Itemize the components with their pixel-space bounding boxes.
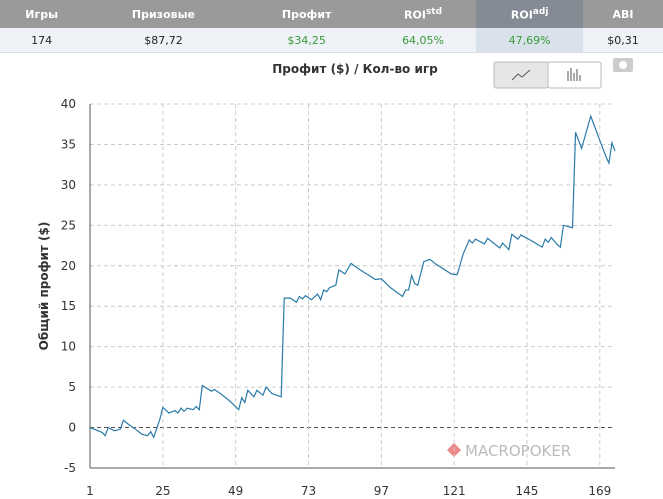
header-text: ABI	[612, 7, 634, 21]
y-tick-label: 0	[68, 421, 76, 435]
x-tick-label: 25	[155, 484, 170, 498]
y-tick-label: 20	[61, 259, 76, 273]
y-tick-label: 5	[68, 380, 76, 394]
y-tick-label: -5	[64, 461, 76, 475]
header-text: ROI	[510, 8, 533, 22]
x-tick-label: 49	[228, 484, 243, 498]
chart-title: Профит ($) / Кол-во игр	[272, 62, 438, 76]
data-line	[89, 114, 616, 439]
x-tick-label: 169	[588, 484, 611, 498]
y-tick-label: 15	[61, 299, 76, 313]
header-row: Игры Призовые Профит ROIstd ROIadj ABI	[0, 0, 663, 28]
y-tick-label: 35	[61, 137, 76, 151]
y-tick-label: 10	[61, 340, 76, 354]
value-row: 174 $87,72 $34,25 64,05% 47,69% $0,31	[0, 28, 663, 53]
header-text: Игры	[25, 7, 59, 21]
header-cell[interactable]: ABI	[582, 0, 663, 28]
x-tick-label: 121	[443, 484, 466, 498]
camera-button[interactable]	[613, 58, 633, 72]
x-tick-label: 145	[516, 484, 539, 498]
value-cell: $87,72	[83, 28, 244, 53]
header-cell[interactable]: ROIadj	[476, 0, 583, 28]
header-text: Призовые	[131, 7, 195, 21]
bar-icon	[567, 68, 581, 81]
x-tick-label: 1	[86, 484, 94, 498]
header-cell[interactable]: Игры	[0, 0, 84, 28]
header-cell[interactable]: ROIstd	[369, 0, 477, 28]
watermark: MACROPOKER	[465, 442, 571, 460]
header-text: Профит	[281, 7, 332, 21]
y-tick-label: 40	[61, 97, 76, 111]
header-sup: std	[425, 6, 443, 17]
value-cell: 47,69%	[476, 28, 583, 53]
value-cell: 64,05%	[369, 28, 477, 53]
value-cell: $34,25	[243, 28, 370, 53]
line-view-button[interactable]	[493, 61, 549, 89]
stats-table: Игры Призовые Профит ROIstd ROIadj ABI 174 $87…	[0, 0, 663, 53]
value-cell: $0,31	[582, 28, 663, 53]
y-axis-label: Общий профит ($)	[37, 222, 51, 351]
header-text: ROI	[404, 8, 426, 22]
y-tick-label: 25	[61, 218, 76, 232]
header-cell[interactable]: Профит	[243, 0, 370, 28]
x-tick-label: 73	[301, 484, 316, 498]
header-cell[interactable]: Призовые	[83, 0, 244, 28]
chart: Профит ($) / Кол-во игр Общий профит ($)…	[37, 58, 633, 498]
value-cell: 174	[0, 28, 84, 53]
header-sup: adj	[532, 6, 549, 17]
y-tick-label: 30	[61, 178, 76, 192]
line-icon	[511, 69, 531, 81]
x-tick-label: 97	[374, 484, 389, 498]
